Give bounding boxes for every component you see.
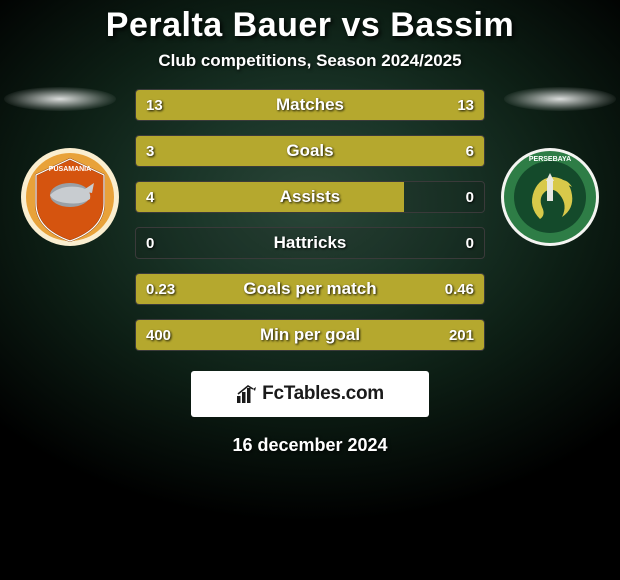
stat-row: 0 Hattricks 0: [135, 227, 485, 259]
stat-value-right: 0: [466, 182, 474, 212]
crest-right-icon: PERSEBAYA: [500, 147, 600, 247]
stat-label: Matches: [136, 90, 484, 120]
stat-value-right: 0: [466, 228, 474, 258]
stat-label: Goals: [136, 136, 484, 166]
date-label: 16 december 2024: [232, 435, 387, 456]
spotlight-right: [504, 87, 616, 111]
comparison-area: PUSAMANIA PERSEBAYA 13 Matches 13: [0, 89, 620, 351]
stat-value-right: 201: [449, 320, 474, 350]
content: Peralta Bauer vs Bassim Club competition…: [0, 0, 620, 580]
subtitle: Club competitions, Season 2024/2025: [158, 51, 461, 71]
stat-row: 13 Matches 13: [135, 89, 485, 121]
stat-row: 3 Goals 6: [135, 135, 485, 167]
stat-value-right: 0.46: [445, 274, 474, 304]
stat-value-right: 6: [466, 136, 474, 166]
stat-label: Min per goal: [136, 320, 484, 350]
stat-row: 0.23 Goals per match 0.46: [135, 273, 485, 305]
team-crest-right: PERSEBAYA: [500, 147, 600, 247]
stat-row: 400 Min per goal 201: [135, 319, 485, 351]
stat-row: 4 Assists 0: [135, 181, 485, 213]
svg-text:PERSEBAYA: PERSEBAYA: [529, 156, 571, 163]
stat-label: Assists: [136, 182, 484, 212]
stat-label: Hattricks: [136, 228, 484, 258]
spotlight-left: [4, 87, 116, 111]
page-title: Peralta Bauer vs Bassim: [106, 6, 514, 45]
stat-bars: 13 Matches 13 3 Goals 6 4 Assists 0: [135, 89, 485, 351]
svg-text:PUSAMANIA: PUSAMANIA: [49, 166, 91, 173]
branding-text: FcTables.com: [262, 383, 384, 405]
team-crest-left: PUSAMANIA: [20, 147, 120, 247]
chart-icon: [236, 384, 258, 404]
stat-value-right: 13: [457, 90, 474, 120]
crest-left-icon: PUSAMANIA: [20, 147, 120, 247]
stat-label: Goals per match: [136, 274, 484, 304]
branding-badge: FcTables.com: [191, 371, 429, 417]
